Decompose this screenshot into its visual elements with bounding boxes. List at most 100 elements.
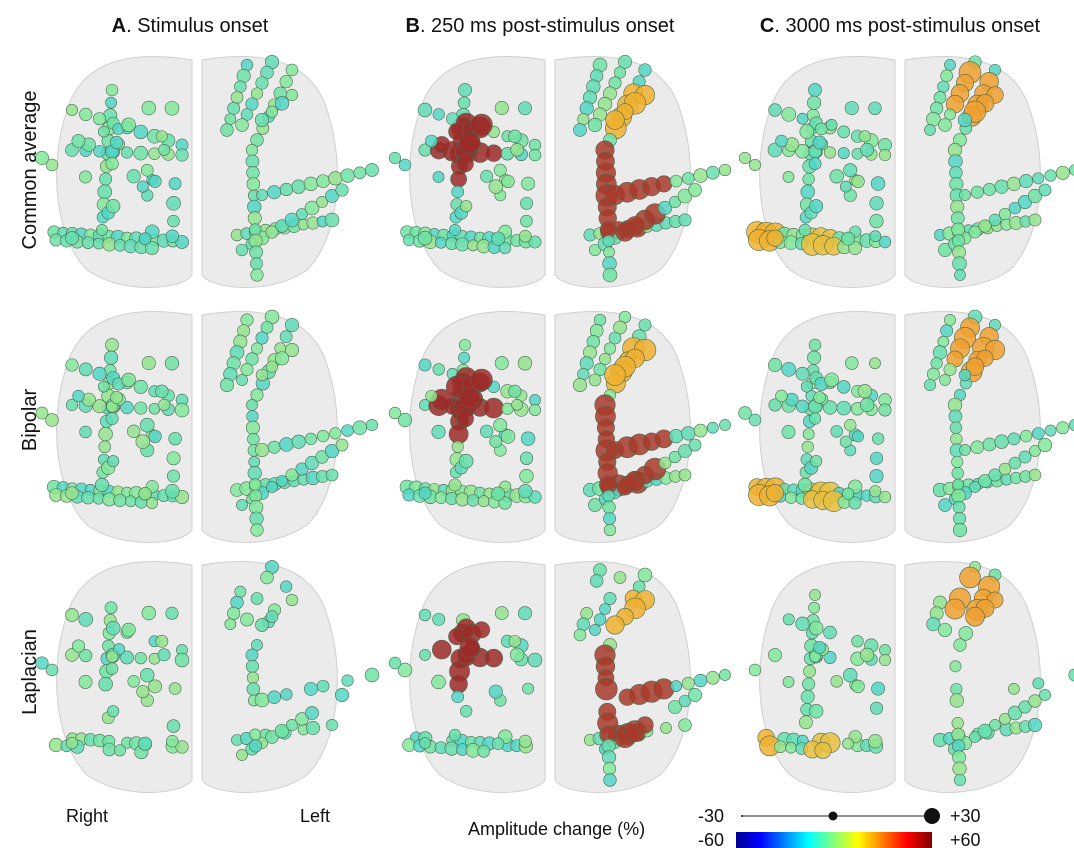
electrode: [1032, 427, 1044, 439]
electrode: [275, 352, 288, 365]
electrode: [952, 728, 965, 741]
electrode: [485, 145, 502, 162]
electrode: [776, 135, 788, 147]
electrode: [706, 671, 719, 684]
electrode: [529, 394, 540, 405]
electrode: [471, 369, 493, 391]
electrode: [815, 123, 827, 135]
electrode: [106, 84, 118, 96]
electrode: [256, 77, 268, 89]
electrode: [286, 89, 298, 101]
electrode: [304, 682, 317, 695]
electrode: [522, 177, 535, 190]
electrode: [879, 644, 890, 655]
electrode: [869, 734, 883, 748]
electrode: [111, 391, 123, 403]
electrode: [603, 235, 615, 247]
electrode: [845, 101, 858, 114]
electrode: [241, 363, 253, 375]
electrode: [268, 691, 281, 704]
electrode: [268, 441, 280, 453]
electrode: [783, 171, 794, 182]
electrode: [255, 443, 268, 456]
electrode: [656, 176, 672, 192]
side-label: Right: [66, 806, 108, 826]
electrode: [679, 719, 692, 732]
electrode: [825, 373, 839, 387]
row-label: Bipolar: [19, 389, 41, 452]
electrode: [520, 197, 532, 209]
electrode: [798, 478, 812, 492]
electrode: [879, 654, 890, 665]
electrode: [247, 683, 260, 696]
electrode: [1007, 177, 1021, 191]
electrode: [1028, 718, 1041, 731]
electrode: [389, 657, 401, 669]
electrode: [105, 602, 117, 614]
electrode: [520, 215, 532, 227]
electrode: [581, 607, 593, 619]
electrode: [954, 639, 967, 652]
electrode: [801, 185, 815, 199]
electrode: [449, 729, 461, 741]
electrode: [783, 614, 794, 625]
electrode: [106, 97, 117, 108]
column-letter: A: [112, 15, 126, 37]
electrode: [802, 678, 814, 690]
electrode: [844, 419, 856, 431]
electrode: [433, 364, 445, 376]
electrode: [852, 680, 865, 693]
electrode: [336, 439, 348, 451]
electrode: [142, 356, 155, 369]
electrode: [280, 438, 294, 452]
electrode: [137, 181, 148, 192]
electrode: [492, 738, 504, 750]
electrode: [879, 149, 891, 161]
electrode: [803, 429, 814, 440]
electrode: [518, 607, 531, 620]
electrode: [989, 719, 1000, 730]
electrode: [954, 774, 966, 786]
electrode: [140, 418, 154, 432]
electrode: [135, 402, 147, 414]
electrode: [73, 390, 85, 402]
hemisphere-right: [760, 562, 895, 793]
electrode: [136, 435, 150, 449]
electrode: [872, 433, 884, 445]
electrode: [241, 314, 253, 326]
electrode: [82, 237, 94, 249]
electrode: [494, 164, 506, 176]
electrode: [103, 743, 116, 756]
electrode: [459, 132, 480, 153]
electrode: [603, 501, 616, 514]
electrode: [99, 173, 111, 185]
electrode: [840, 436, 851, 447]
electrode: [809, 602, 820, 613]
electrode: [950, 422, 962, 434]
electrode: [1008, 433, 1020, 445]
electrode: [785, 742, 796, 753]
electrode: [98, 381, 109, 392]
electrode: [669, 429, 683, 443]
electrode: [1033, 678, 1044, 689]
electrode: [589, 374, 601, 386]
electrode: [266, 611, 278, 623]
electrode: [953, 762, 967, 776]
electrode: [169, 178, 181, 190]
electrode: [606, 616, 624, 634]
electrode: [953, 501, 965, 513]
electrode: [954, 269, 965, 280]
electrode: [419, 649, 430, 660]
electrode: [670, 175, 682, 187]
electrode: [250, 729, 261, 740]
electrode: [72, 640, 84, 652]
electrode: [107, 705, 119, 717]
electrode: [478, 496, 489, 507]
electrode: [934, 91, 946, 103]
electrode: [520, 452, 533, 465]
electrode: [304, 177, 318, 191]
electrode: [860, 398, 874, 412]
electrode: [945, 599, 965, 619]
electrode: [952, 489, 966, 503]
electrode: [459, 339, 470, 350]
